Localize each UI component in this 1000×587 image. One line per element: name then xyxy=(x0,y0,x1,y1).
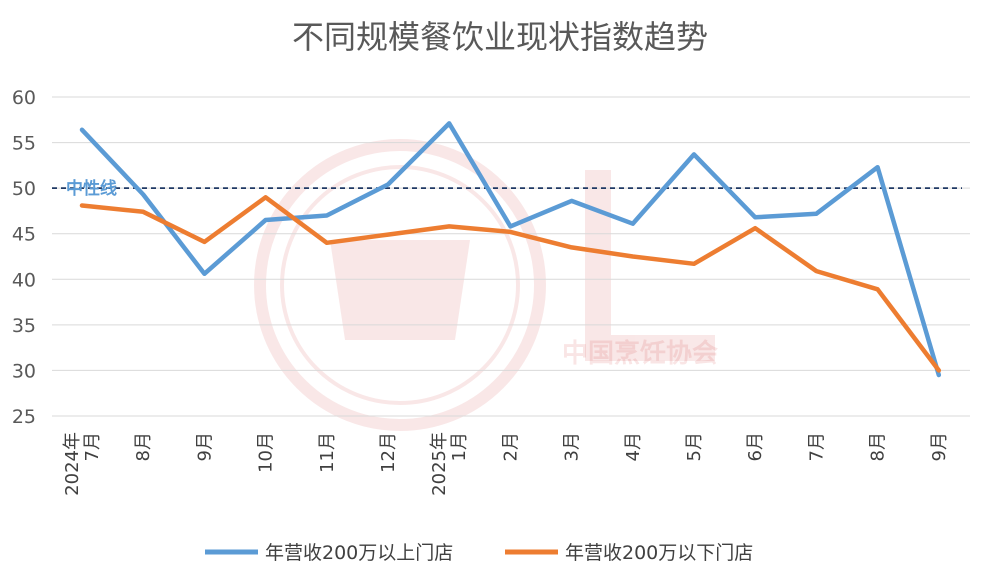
series-line-1 xyxy=(79,121,942,378)
x-tick-label: 3月 xyxy=(562,432,583,461)
x-tick-label: 7月 xyxy=(806,432,827,461)
y-tick-label: 35 xyxy=(12,315,36,337)
x-tick-label: 8月 xyxy=(868,432,889,461)
x-tick-label: 9月 xyxy=(194,432,215,461)
x-tick-label: 2025年1月 xyxy=(429,432,470,496)
x-tick-label: 6月 xyxy=(745,432,766,461)
x-tick-label: 4月 xyxy=(623,432,644,461)
x-tick-label: 12月 xyxy=(378,432,399,473)
x-tick-label: 2月 xyxy=(500,432,521,461)
x-tick-label: 9月 xyxy=(929,432,950,461)
legend-label-series-2: 年营收200万以下门店 xyxy=(565,542,753,564)
y-tick-label: 55 xyxy=(12,133,36,155)
watermark-text: 中国烹饪协会 xyxy=(562,338,718,369)
svg-text:中国烹饪协会: 中国烹饪协会 xyxy=(562,338,718,369)
watermark-logo xyxy=(254,139,715,431)
x-tick-label: 5月 xyxy=(684,432,705,461)
y-tick-label: 50 xyxy=(12,178,36,200)
x-tick-label: 10月 xyxy=(256,432,277,473)
y-tick-label: 45 xyxy=(12,224,36,246)
y-axis-ticks: 25 30 35 40 45 50 55 60 xyxy=(12,87,36,428)
y-tick-label: 30 xyxy=(12,360,36,382)
series-line-2 xyxy=(79,195,942,373)
neutral-line-label: 中性线 xyxy=(66,178,117,199)
x-axis-ticks: 2024年7月 8月 9月 10月 11月 12月 2025年1月 2月 3月 4月 5月 6月 7月 8… xyxy=(62,432,950,496)
y-tick-label: 25 xyxy=(12,406,36,428)
reference-line: 中性线 xyxy=(52,178,962,199)
x-tick-label: 8月 xyxy=(133,432,154,461)
y-tick-label: 40 xyxy=(12,269,36,291)
series-lines xyxy=(79,121,942,378)
x-tick-label: 2024年7月 xyxy=(62,432,103,496)
y-tick-label: 60 xyxy=(12,87,36,109)
gridlines xyxy=(52,96,970,417)
chart-title: 不同规模餐饮业现状指数趋势 xyxy=(292,18,708,56)
legend-label-series-1: 年营收200万以上门店 xyxy=(265,542,453,564)
x-tick-label: 11月 xyxy=(317,432,338,473)
legend: 年营收200万以上门店 年营收200万以下门店 xyxy=(205,542,753,564)
